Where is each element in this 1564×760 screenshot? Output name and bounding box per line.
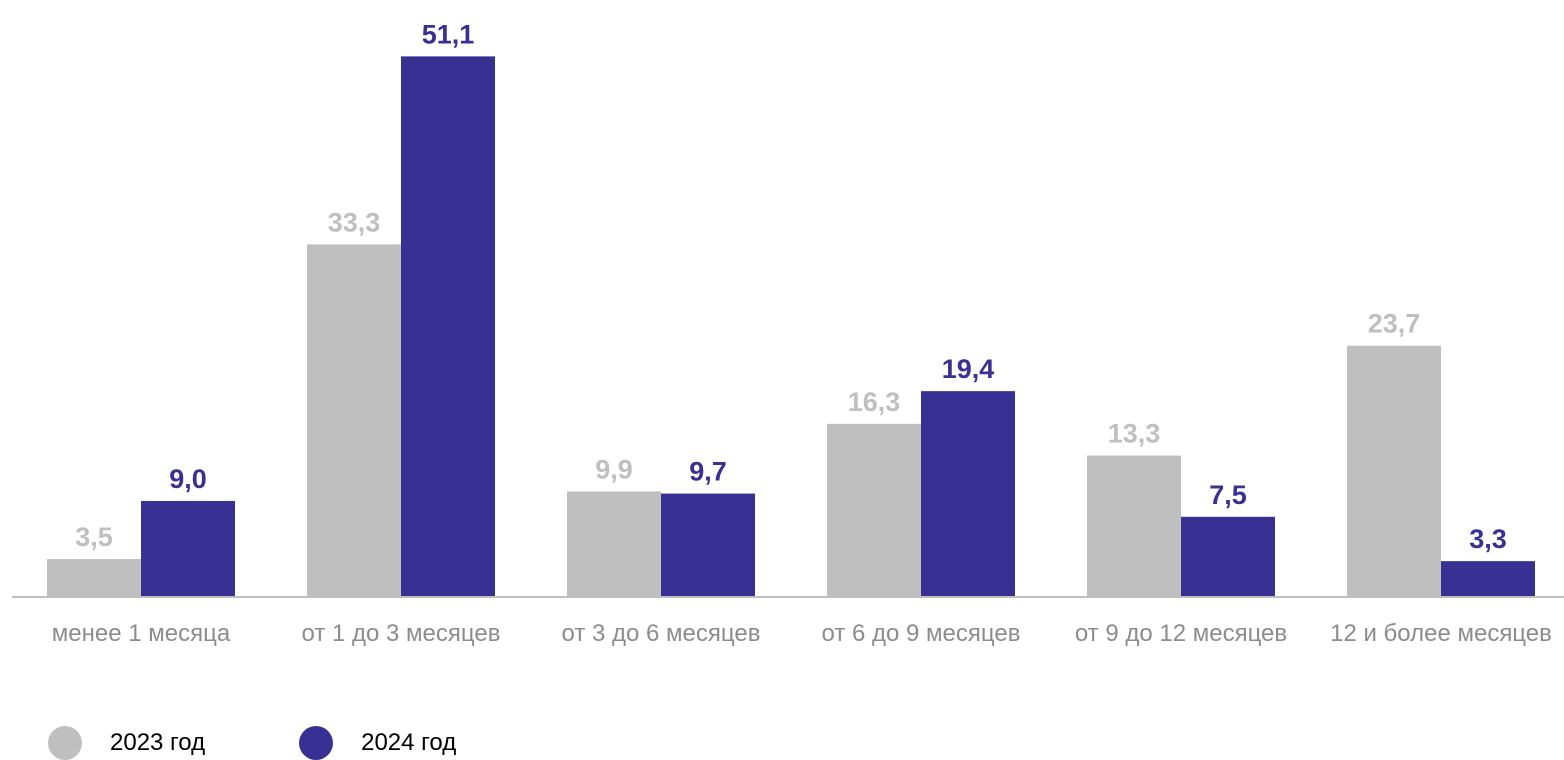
value-label-2024-3: 19,4 <box>942 354 995 384</box>
value-label-2024-2: 9,7 <box>689 457 727 487</box>
bar-2023-0 <box>47 559 141 596</box>
category-label-1: от 1 до 3 месяцев <box>302 620 501 647</box>
bar-2024-5 <box>1441 561 1535 596</box>
value-label-2023-1: 33,3 <box>328 207 381 237</box>
bar-2024-4 <box>1181 517 1275 596</box>
legend-swatch-2023 <box>48 726 82 760</box>
bar-2024-1 <box>401 56 495 596</box>
category-label-0: менее 1 месяца <box>52 620 231 647</box>
bars-group <box>47 56 1535 596</box>
category-label-3: от 6 до 9 месяцев <box>822 620 1021 647</box>
bar-2024-0 <box>141 501 235 596</box>
value-labels-group: 3,5 9,0 33,3 51,1 9,9 9,7 16,3 19,4 13,3 7,5 23,7 3… <box>75 19 1507 554</box>
bar-2023-4 <box>1087 456 1181 596</box>
value-label-2024-1: 51,1 <box>422 19 475 49</box>
bar-2024-2 <box>661 494 755 596</box>
legend-item-2024: 2024 год <box>299 726 456 760</box>
bar-2023-3 <box>827 424 921 596</box>
value-label-2024-4: 7,5 <box>1209 480 1247 510</box>
category-label-4: от 9 до 12 месяцев <box>1075 620 1287 647</box>
legend-swatch-2024 <box>299 726 333 760</box>
legend-label-2024: 2024 год <box>361 729 456 757</box>
bar-2024-3 <box>921 391 1015 596</box>
value-label-2023-5: 23,7 <box>1368 309 1421 339</box>
value-label-2023-0: 3,5 <box>75 522 113 552</box>
bar-2023-1 <box>307 244 401 596</box>
value-label-2024-5: 3,3 <box>1469 524 1507 554</box>
value-label-2024-0: 9,0 <box>169 464 207 494</box>
bar-2023-2 <box>567 491 661 596</box>
category-label-2: от 3 до 6 месяцев <box>562 620 761 647</box>
legend-label-2023: 2023 год <box>110 729 205 757</box>
value-label-2023-4: 13,3 <box>1108 419 1161 449</box>
value-label-2023-3: 16,3 <box>848 387 901 417</box>
value-label-2023-2: 9,9 <box>595 454 633 484</box>
bar-2023-5 <box>1347 346 1441 596</box>
bar-chart: 3,5 9,0 33,3 51,1 9,9 9,7 16,3 19,4 13,3 7,5 23,7 3… <box>0 0 1564 700</box>
legend: 2023 год 2024 год <box>48 726 550 760</box>
category-labels-group: менее 1 месяца от 1 до 3 месяцев от 3 до 6… <box>52 620 1552 647</box>
legend-item-2023: 2023 год <box>48 726 205 760</box>
category-label-5: 12 и более месяцев <box>1330 620 1552 647</box>
